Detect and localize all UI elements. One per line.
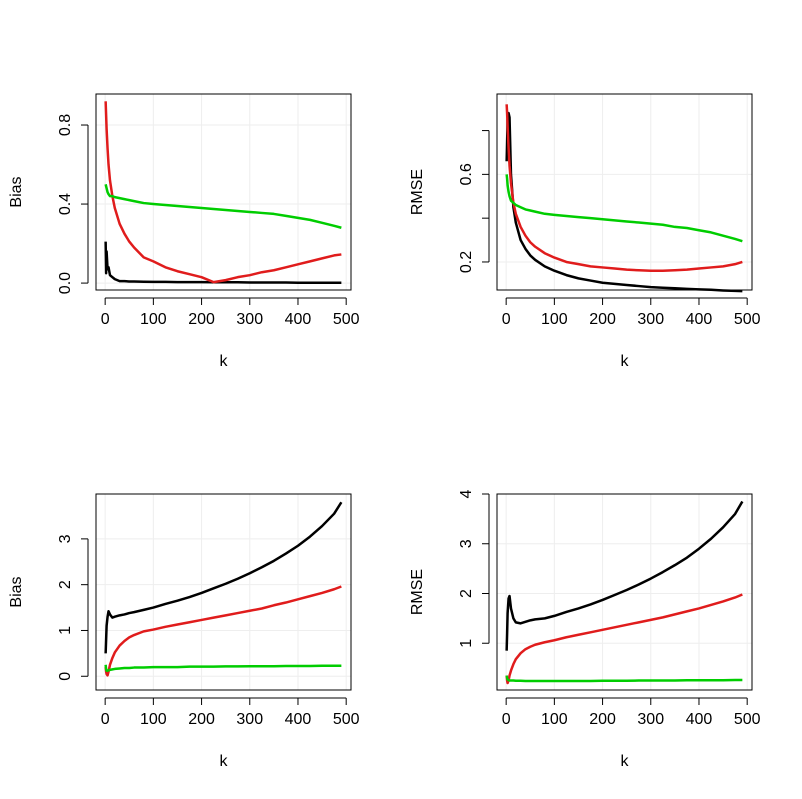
data-line: [104, 585, 342, 677]
x-tick-label: 500: [333, 711, 360, 728]
x-axis-label: k: [220, 353, 229, 370]
x-tick-label: 200: [188, 311, 215, 328]
plot-box: [95, 493, 352, 691]
y-axis-label: Bias: [8, 576, 25, 607]
x-tick-label: 300: [637, 311, 664, 328]
y-axis-label: Bias: [8, 176, 25, 207]
y-tick-label: 0.4: [57, 193, 74, 215]
y-tick-label: 4: [458, 489, 475, 498]
x-tick-label: 400: [686, 711, 713, 728]
y-tick-label: 3: [57, 534, 74, 543]
y-tick-label: 3: [458, 539, 475, 548]
x-tick-label: 400: [285, 711, 312, 728]
data-line: [505, 675, 743, 683]
y-tick-label: 1: [458, 639, 475, 648]
x-tick-label: 300: [236, 711, 263, 728]
y-tick-label: 2: [57, 580, 74, 589]
data-line: [104, 183, 342, 229]
y-tick-label: 0.2: [458, 251, 475, 273]
plot-box: [496, 493, 753, 691]
x-tick-label: 500: [333, 311, 360, 328]
x-tick-label: 100: [541, 311, 568, 328]
y-axis-label: RMSE: [409, 569, 426, 615]
y-tick-label: 0.8: [57, 114, 74, 136]
x-tick-label: 400: [285, 311, 312, 328]
data-line: [505, 174, 743, 243]
x-tick-label: 0: [502, 311, 511, 328]
x-tick-label: 0: [101, 311, 110, 328]
y-tick-label: 1: [57, 626, 74, 635]
data-line: [104, 664, 342, 673]
plot-box: [95, 93, 352, 291]
x-tick-label: 0: [502, 711, 511, 728]
y-tick-label: 0.6: [458, 163, 475, 185]
x-axis-label: k: [621, 353, 630, 370]
data-line: [104, 101, 342, 284]
x-tick-label: 100: [541, 711, 568, 728]
x-tick-label: 300: [236, 311, 263, 328]
x-tick-label: 200: [188, 711, 215, 728]
data-line: [505, 500, 744, 651]
x-tick-label: 100: [140, 711, 167, 728]
plot-box: [496, 93, 753, 291]
x-tick-label: 400: [686, 311, 713, 328]
y-tick-label: 0: [57, 672, 74, 681]
data-line: [505, 593, 743, 685]
x-tick-label: 200: [589, 711, 616, 728]
y-axis-label: RMSE: [409, 169, 426, 215]
x-tick-label: 300: [637, 711, 664, 728]
x-axis-label: k: [220, 753, 229, 770]
x-tick-label: 100: [140, 311, 167, 328]
x-tick-label: 0: [101, 711, 110, 728]
data-line: [505, 111, 743, 293]
y-tick-label: 2: [458, 589, 475, 598]
x-axis-label: k: [621, 753, 630, 770]
data-line: [505, 104, 743, 272]
data-line: [104, 501, 343, 654]
x-tick-label: 500: [734, 311, 761, 328]
x-tick-label: 500: [734, 711, 761, 728]
x-tick-label: 200: [589, 311, 616, 328]
data-line: [104, 241, 342, 284]
y-tick-label: 0.0: [57, 272, 74, 294]
